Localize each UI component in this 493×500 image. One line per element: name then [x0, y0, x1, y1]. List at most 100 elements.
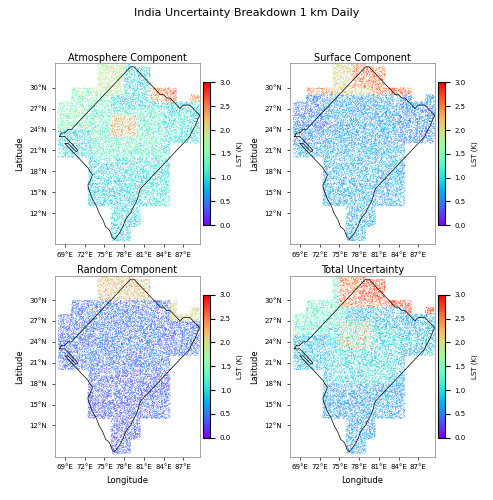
Point — [369, 217, 377, 225]
Point — [368, 396, 376, 404]
Point — [355, 431, 363, 439]
Point — [60, 348, 68, 356]
Point — [153, 158, 161, 166]
Point — [190, 92, 198, 100]
Point — [149, 334, 157, 342]
Point — [160, 393, 168, 401]
Point — [108, 225, 116, 233]
Point — [123, 439, 131, 447]
Point — [376, 380, 384, 388]
Point — [318, 328, 326, 336]
Point — [365, 360, 373, 368]
Point — [148, 324, 156, 332]
Point — [152, 414, 160, 422]
Point — [300, 356, 308, 364]
Point — [137, 134, 144, 141]
Point — [106, 113, 113, 121]
Point — [333, 298, 341, 306]
Point — [147, 196, 155, 204]
Point — [332, 308, 340, 316]
Point — [289, 337, 297, 345]
Point — [359, 314, 367, 322]
Point — [111, 209, 119, 217]
Point — [325, 347, 333, 355]
Point — [371, 350, 379, 358]
Point — [356, 287, 364, 295]
Point — [338, 162, 346, 170]
Point — [359, 389, 367, 397]
Point — [113, 166, 121, 173]
Point — [123, 96, 131, 104]
Point — [120, 222, 128, 230]
Point — [99, 409, 107, 417]
Point — [194, 316, 202, 324]
Point — [353, 356, 361, 364]
Point — [157, 372, 165, 380]
Point — [327, 120, 335, 128]
Point — [126, 90, 134, 98]
Point — [149, 202, 157, 210]
Point — [295, 107, 303, 115]
Point — [361, 152, 369, 160]
Point — [103, 325, 111, 333]
Point — [389, 182, 397, 190]
Point — [102, 410, 110, 418]
Point — [371, 306, 379, 314]
Point — [139, 336, 147, 344]
Point — [185, 103, 193, 111]
Point — [120, 172, 128, 180]
Point — [429, 306, 437, 314]
Point — [370, 70, 378, 78]
Point — [74, 318, 82, 326]
Point — [177, 310, 185, 318]
Point — [140, 138, 148, 145]
Point — [158, 134, 166, 142]
Point — [102, 287, 110, 295]
Point — [291, 100, 299, 108]
Point — [113, 438, 121, 446]
Point — [399, 377, 407, 385]
Point — [123, 389, 131, 397]
Point — [104, 86, 112, 94]
Point — [70, 131, 77, 139]
Point — [346, 222, 353, 230]
Point — [95, 346, 103, 354]
Point — [118, 206, 126, 214]
Point — [143, 370, 151, 378]
Point — [329, 370, 337, 378]
Point — [146, 103, 154, 111]
Point — [345, 318, 352, 326]
Point — [133, 159, 141, 167]
Point — [330, 376, 338, 384]
Point — [352, 394, 360, 402]
Point — [298, 315, 306, 323]
Point — [342, 124, 350, 132]
Point — [336, 66, 344, 74]
Point — [375, 82, 383, 90]
Point — [371, 97, 379, 105]
Point — [78, 334, 86, 342]
Point — [355, 334, 363, 342]
Point — [298, 340, 306, 348]
Point — [415, 340, 423, 348]
Point — [429, 120, 437, 128]
Point — [351, 330, 358, 338]
Point — [333, 120, 341, 128]
Point — [363, 170, 371, 178]
Point — [341, 351, 349, 359]
Point — [150, 302, 158, 310]
Point — [153, 298, 161, 306]
Point — [330, 152, 338, 160]
Point — [168, 336, 176, 344]
Point — [115, 98, 123, 106]
Point — [327, 138, 335, 146]
Point — [107, 400, 115, 407]
Point — [84, 178, 92, 186]
Point — [364, 402, 372, 410]
Point — [121, 315, 129, 323]
Point — [81, 348, 89, 356]
Point — [379, 347, 387, 355]
Point — [368, 360, 376, 368]
Point — [308, 310, 316, 318]
Point — [106, 402, 113, 409]
